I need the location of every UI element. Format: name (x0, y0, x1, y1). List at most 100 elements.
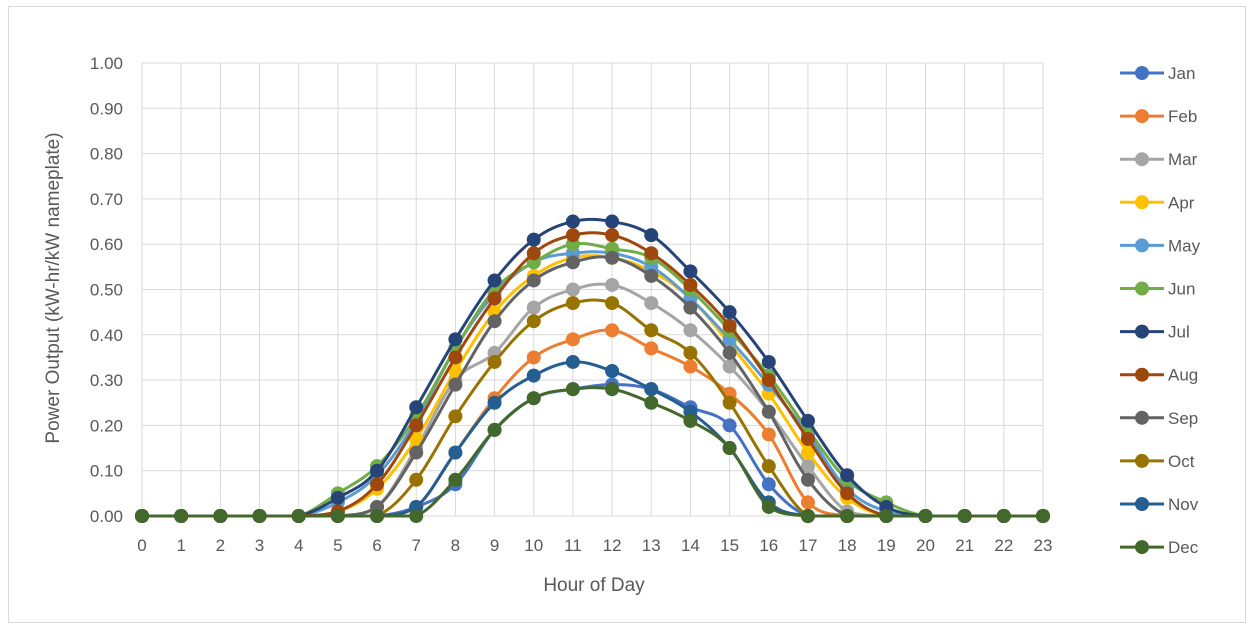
data-point (565, 214, 580, 229)
data-point (605, 228, 620, 243)
legend-item-nov: Nov (1120, 495, 1199, 514)
x-tick-label: 18 (838, 536, 857, 555)
data-point (409, 509, 424, 523)
data-point (840, 468, 855, 483)
data-point (565, 228, 580, 243)
data-point (409, 431, 424, 446)
data-point (800, 509, 815, 523)
series-line (141, 217, 1043, 518)
data-point (644, 268, 659, 283)
data-point (213, 509, 228, 523)
legend-item-jul: Jul (1120, 323, 1190, 342)
series-line (141, 250, 1043, 518)
legend-item-apr: Apr (1120, 193, 1195, 212)
x-tick-label: 9 (490, 536, 499, 555)
data-point (800, 472, 815, 487)
data-point (565, 296, 580, 311)
legend-marker (1135, 238, 1149, 253)
legend-item-oct: Oct (1120, 452, 1195, 471)
data-point (409, 472, 424, 487)
y-tick-label: 0.40 (90, 326, 123, 345)
data-point (996, 509, 1011, 523)
data-point (487, 273, 502, 288)
data-point (487, 395, 502, 410)
legend-item-dec: Dec (1120, 538, 1199, 557)
data-point (605, 277, 620, 292)
data-point (330, 490, 345, 505)
y-tick-label: 0.50 (90, 281, 123, 300)
data-point (761, 373, 776, 388)
data-point (487, 314, 502, 329)
data-point (683, 345, 698, 360)
data-point (174, 509, 189, 523)
data-point (252, 509, 267, 523)
legend-marker (1135, 367, 1149, 382)
y-tick-label: 0.10 (90, 462, 123, 481)
legend-marker (1135, 453, 1149, 468)
data-point (683, 300, 698, 315)
data-point (448, 472, 463, 487)
data-point (957, 509, 972, 523)
y-axis-title: Power Output (kW-hr/kW nameplate) (43, 132, 64, 443)
x-tick-label: 15 (720, 536, 739, 555)
data-point (722, 305, 737, 320)
legend-marker (1135, 152, 1149, 167)
data-point (409, 400, 424, 415)
data-point (605, 296, 620, 311)
data-point (683, 277, 698, 292)
data-point (448, 332, 463, 347)
data-point (800, 445, 815, 460)
data-point (683, 323, 698, 338)
data-point (370, 477, 385, 492)
series-lines (135, 214, 1050, 523)
series-jan (135, 377, 1050, 523)
x-tick-label: 16 (759, 536, 778, 555)
data-point (565, 255, 580, 270)
data-point (565, 354, 580, 369)
data-point (840, 509, 855, 523)
data-point (448, 409, 463, 424)
legend-label: Jun (1168, 280, 1195, 299)
data-point (918, 509, 933, 523)
data-point (409, 418, 424, 433)
data-point (722, 345, 737, 360)
data-point (565, 282, 580, 297)
y-tick-label: 0.30 (90, 371, 123, 390)
x-tick-label: 1 (176, 536, 185, 555)
data-point (644, 296, 659, 311)
x-tick-label: 14 (681, 536, 700, 555)
legend: Jan Feb Mar Apr May Jun Jul Aug Sep Oct Nov Dec (1120, 64, 1201, 557)
data-point (605, 323, 620, 338)
legend-label: Nov (1168, 495, 1199, 514)
y-tick-label: 1.00 (90, 54, 123, 73)
x-tick-label: 12 (603, 536, 622, 555)
legend-marker (1135, 540, 1149, 555)
series-oct (135, 296, 1050, 523)
data-point (409, 445, 424, 460)
data-point (448, 350, 463, 365)
data-point (448, 377, 463, 392)
data-point (644, 395, 659, 410)
y-tick-label: 0.60 (90, 235, 123, 254)
x-tick-label: 3 (255, 536, 264, 555)
data-point (683, 264, 698, 279)
legend-label: Dec (1168, 538, 1199, 557)
legend-marker (1135, 410, 1149, 425)
data-point (605, 364, 620, 379)
legend-item-mar: Mar (1120, 150, 1198, 169)
data-point (800, 495, 815, 510)
legend-marker (1135, 497, 1149, 511)
data-point (761, 499, 776, 514)
data-point (526, 391, 541, 406)
x-tick-label: 11 (564, 536, 582, 555)
data-point (879, 509, 894, 523)
data-point (526, 246, 541, 261)
gridlines (141, 62, 1044, 517)
data-point (800, 431, 815, 446)
data-point (605, 214, 620, 229)
legend-item-may: May (1120, 236, 1201, 255)
x-tick-label: 4 (294, 536, 303, 555)
legend-label: Feb (1168, 107, 1197, 126)
legend-label: Sep (1168, 409, 1198, 428)
